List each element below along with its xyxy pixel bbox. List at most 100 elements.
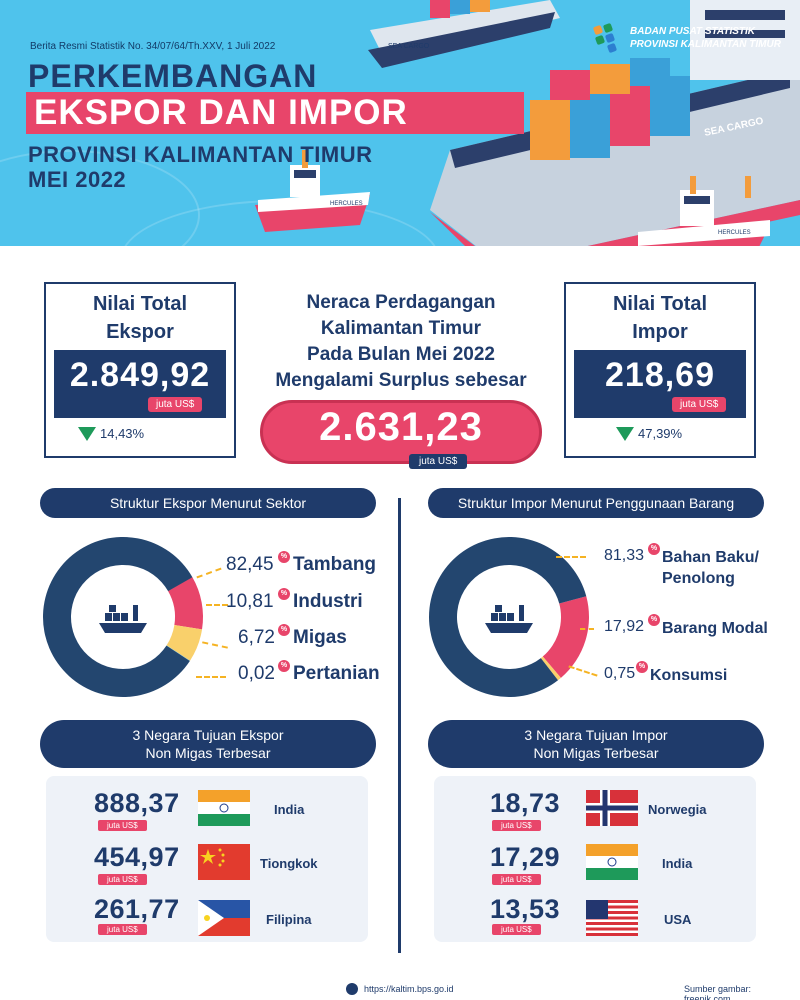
import-bahan-value: 81,33	[604, 547, 645, 564]
usa-flag-icon	[586, 900, 638, 936]
export-countries-title: 3 Negara Tujuan Ekspor Non Migas Terbesa…	[40, 720, 376, 768]
import-donut-segment-1	[540, 656, 561, 681]
export-total-label: Nilai Total Ekspor	[46, 290, 234, 346]
balance-line4: Mengalami Surplus sebesar	[275, 370, 527, 391]
import-country-value: 13,53	[490, 894, 561, 924]
import-country-name: USA	[664, 912, 692, 927]
import-modal-name: Barang Modal	[662, 620, 768, 637]
import-konsumsi-value: 0,75	[604, 665, 636, 682]
import-change: 47,39%	[638, 426, 683, 441]
export-label-line1: Nilai Total	[92, 293, 188, 315]
export-label-line2: Ekspor	[106, 321, 174, 343]
tug-boat-left: HERCULES	[255, 150, 370, 232]
export-donut-segment-0	[168, 577, 203, 630]
export-country-value: 454,97	[94, 842, 180, 872]
balance-line3: Pada Bulan Mei 2022	[307, 344, 495, 365]
export-country-unit: juta US$	[98, 820, 147, 831]
india-flag-icon	[198, 790, 250, 826]
export-countries-title-line1: 3 Negara Tujuan Ekspor	[132, 727, 284, 743]
export-country-unit: juta US$	[98, 924, 147, 935]
cargo-ship-illustration: SEA CARGO SEA CARGO HERCU	[255, 0, 800, 246]
ship-icon	[99, 605, 147, 633]
import-country-unit: juta US$	[492, 874, 541, 885]
bps-org-name: BADAN PUSAT STATISTIK PROVINSI KALIMANTA…	[630, 25, 781, 51]
import-total-unit: juta US$	[672, 397, 727, 412]
percent-icon: %	[278, 588, 290, 600]
surplus-value: 2.631,23	[319, 405, 483, 449]
percent-icon: %	[648, 614, 660, 626]
export-country-unit: juta US$	[98, 874, 147, 885]
export-countries-panel: 888,37 juta US$ India 454,97 juta US$ Ti…	[46, 776, 368, 942]
legend-connector	[556, 556, 586, 558]
export-change: 14,43%	[100, 426, 145, 441]
import-bahan-name-line2: Penolong	[662, 570, 735, 587]
legend-connector	[196, 676, 226, 678]
small-cargo-ship: SEA CARGO	[368, 0, 560, 68]
norway-flag-icon	[586, 790, 638, 826]
import-modal-value: 17,92	[604, 618, 645, 635]
export-country-name: Tiongkok	[260, 856, 318, 871]
import-bahan-name: Bahan Baku/ Penolong	[662, 547, 759, 589]
percent-icon: %	[648, 543, 660, 555]
title-line4: MEI 2022	[28, 167, 127, 192]
export-structure-title: Struktur Ekspor Menurut Sektor	[40, 488, 376, 518]
org-line2: PROVINSI KALIMANTAN TIMUR	[630, 39, 781, 50]
import-bahan-name-line1: Bahan Baku/	[662, 549, 759, 566]
import-total-card: Nilai Total Impor 218,69 juta US$ 47,39%	[564, 282, 756, 458]
header-banner: SEA CARGO SEA CARGO HERCU	[0, 0, 800, 246]
import-label-line1: Nilai Total	[612, 293, 708, 315]
title-line1: PERKEMBANGAN	[28, 58, 318, 94]
export-pertanian-value: 0,02	[238, 663, 275, 684]
title-line2: EKSPOR DAN IMPOR	[34, 93, 408, 132]
import-total-value: 218,69	[605, 356, 715, 394]
export-country-name: Filipina	[266, 912, 312, 927]
export-value-box: 2.849,92 juta US$	[54, 350, 226, 418]
balance-description: Neraca Perdagangan Kalimantan Timur Pada…	[246, 290, 556, 394]
export-donut-segment-3	[43, 537, 193, 697]
import-label-line2: Impor	[632, 321, 688, 343]
tug-label-left: HERCULES	[330, 201, 363, 207]
title-line3: PROVINSI KALIMANTAN TIMUR	[28, 142, 373, 167]
percent-icon: %	[636, 661, 648, 673]
import-countries-panel: 18,73 juta US$ Norwegia 17,29 juta US$ I…	[434, 776, 756, 942]
org-line1: BADAN PUSAT STATISTIK	[630, 26, 755, 37]
export-countries-title-line2: Non Migas Terbesar	[145, 745, 271, 761]
percent-icon: %	[278, 624, 290, 636]
india-flag-icon	[586, 844, 638, 880]
bps-logo-icon	[593, 23, 617, 53]
export-donut-segment-2	[166, 645, 191, 661]
ship-icon	[485, 605, 533, 633]
import-total-label: Nilai Total Impor	[566, 290, 754, 346]
export-total-value: 2.849,92	[69, 356, 211, 394]
tug-boat-right: HERCULES	[635, 176, 770, 246]
export-country-value: 261,77	[94, 894, 180, 924]
philippines-flag-icon	[198, 900, 250, 936]
surplus-unit: juta US$	[409, 454, 468, 469]
export-donut-segment-1	[166, 625, 203, 661]
import-donut-chart	[429, 537, 589, 697]
surplus-badge: 2.631,23	[260, 400, 542, 464]
export-migas-name: Migas	[293, 627, 347, 648]
import-country-name: India	[662, 856, 693, 871]
china-flag-icon	[198, 844, 250, 880]
tug-label-right: HERCULES	[718, 230, 751, 236]
legend-connector	[206, 604, 228, 606]
export-migas-value: 6,72	[238, 627, 275, 648]
export-donut-chart	[43, 537, 203, 697]
import-countries-title-line1: 3 Negara Tujuan Impor	[524, 727, 668, 743]
export-country-value: 888,37	[94, 788, 180, 818]
percent-icon: %	[278, 551, 290, 563]
release-number: Berita Resmi Statistik No. 34/07/64/Th.X…	[30, 41, 276, 52]
balance-line1: Neraca Perdagangan	[306, 292, 496, 313]
percent-icon: %	[278, 660, 290, 672]
import-donut-segment-0	[542, 596, 589, 678]
balance-line2: Kalimantan Timur	[320, 318, 482, 339]
export-pertanian-name: Pertanian	[293, 663, 380, 684]
import-country-value: 17,29	[490, 842, 561, 872]
export-country-name: India	[274, 802, 305, 817]
legend-connector	[580, 628, 594, 630]
footer-url[interactable]: https://kaltim.bps.go.id	[364, 984, 454, 994]
import-konsumsi-name: Konsumsi	[650, 667, 728, 684]
import-country-unit: juta US$	[492, 924, 541, 935]
import-country-unit: juta US$	[492, 820, 541, 831]
